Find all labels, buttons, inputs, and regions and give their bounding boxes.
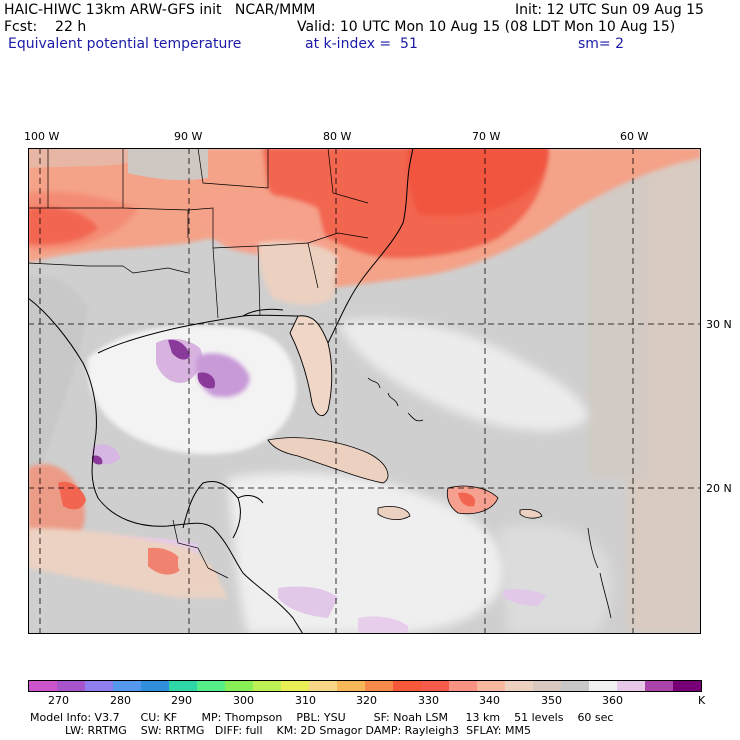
model-info-line2: LW: RRTMG SW: RRTMG DIFF: full KM: 2D Sm… (30, 724, 531, 737)
lon-label-80w: 80 W (323, 130, 352, 143)
colorbar-swatch (393, 681, 421, 691)
colorbar-swatch (309, 681, 337, 691)
model-title: HAIC-HIWC 13km ARW-GFS init NCAR/MMM (4, 2, 316, 18)
valid-time: Valid: 10 UTC Mon 10 Aug 15 (08 LDT Mon … (297, 19, 676, 35)
colorbar-swatch (561, 681, 589, 691)
lat-lon-grid (28, 148, 701, 634)
colorbar-swatch (281, 681, 309, 691)
colorbar-tick-280: 280 (110, 694, 131, 707)
field-name: Equivalent potential temperature (8, 36, 242, 52)
colorbar-swatch (477, 681, 505, 691)
lon-label-100w: 100 W (24, 130, 60, 143)
colorbar-tick-330: 330 (418, 694, 439, 707)
lon-label-60w: 60 W (620, 130, 649, 143)
level-index: at k-index = 51 (305, 36, 418, 52)
colorbar-swatch (449, 681, 477, 691)
lon-label-90w: 90 W (174, 130, 203, 143)
colorbar-tick-310: 310 (295, 694, 316, 707)
colorbar-swatch (673, 681, 701, 691)
colorbar-swatch (29, 681, 57, 691)
lat-label-20n: 20 N (706, 482, 732, 495)
colorbar-swatch (421, 681, 449, 691)
political-borders (28, 148, 369, 579)
colorbar (28, 680, 702, 692)
colorbar-swatch (365, 681, 393, 691)
colorbar-swatch (617, 681, 645, 691)
colorbar-tick-300: 300 (233, 694, 254, 707)
coastlines (28, 148, 414, 634)
colorbar-swatch (337, 681, 365, 691)
forecast-hour: Fcst: 22 h (4, 19, 87, 35)
colorbar-swatch (225, 681, 253, 691)
smoothing: sm= 2 (578, 36, 625, 52)
cuba (267, 437, 389, 484)
colorbar-swatch (57, 681, 85, 691)
theta-e-map (28, 148, 701, 634)
colorbar-tick-350: 350 (541, 694, 562, 707)
colorbar-tick-360: 360 (602, 694, 623, 707)
colorbar-tick-270: 270 (48, 694, 69, 707)
colorbar-swatch (169, 681, 197, 691)
colorbar-swatch (589, 681, 617, 691)
colorbar-tick-340: 340 (479, 694, 500, 707)
lat-label-30n: 30 N (706, 318, 732, 331)
colorbar-swatch (253, 681, 281, 691)
model-info-line1: Model Info: V3.7 CU: KF MP: Thompson PBL… (30, 711, 614, 724)
colorbar-swatch (197, 681, 225, 691)
colorbar-swatch (85, 681, 113, 691)
gulf-light-region (87, 325, 297, 455)
colorbar-swatch (645, 681, 673, 691)
colorbar-swatch (113, 681, 141, 691)
colorbar-swatch (141, 681, 169, 691)
init-time: Init: 12 UTC Sun 09 Aug 15 (515, 2, 704, 18)
colorbar-tick-320: 320 (356, 694, 377, 707)
colorbar-swatch (505, 681, 533, 691)
florida (289, 315, 333, 417)
colorbar-tick-290: 290 (171, 694, 192, 707)
lon-label-70w: 70 W (472, 130, 501, 143)
colorbar-swatch (533, 681, 561, 691)
map-border (28, 148, 701, 634)
colorbar-unit: K (698, 694, 706, 707)
